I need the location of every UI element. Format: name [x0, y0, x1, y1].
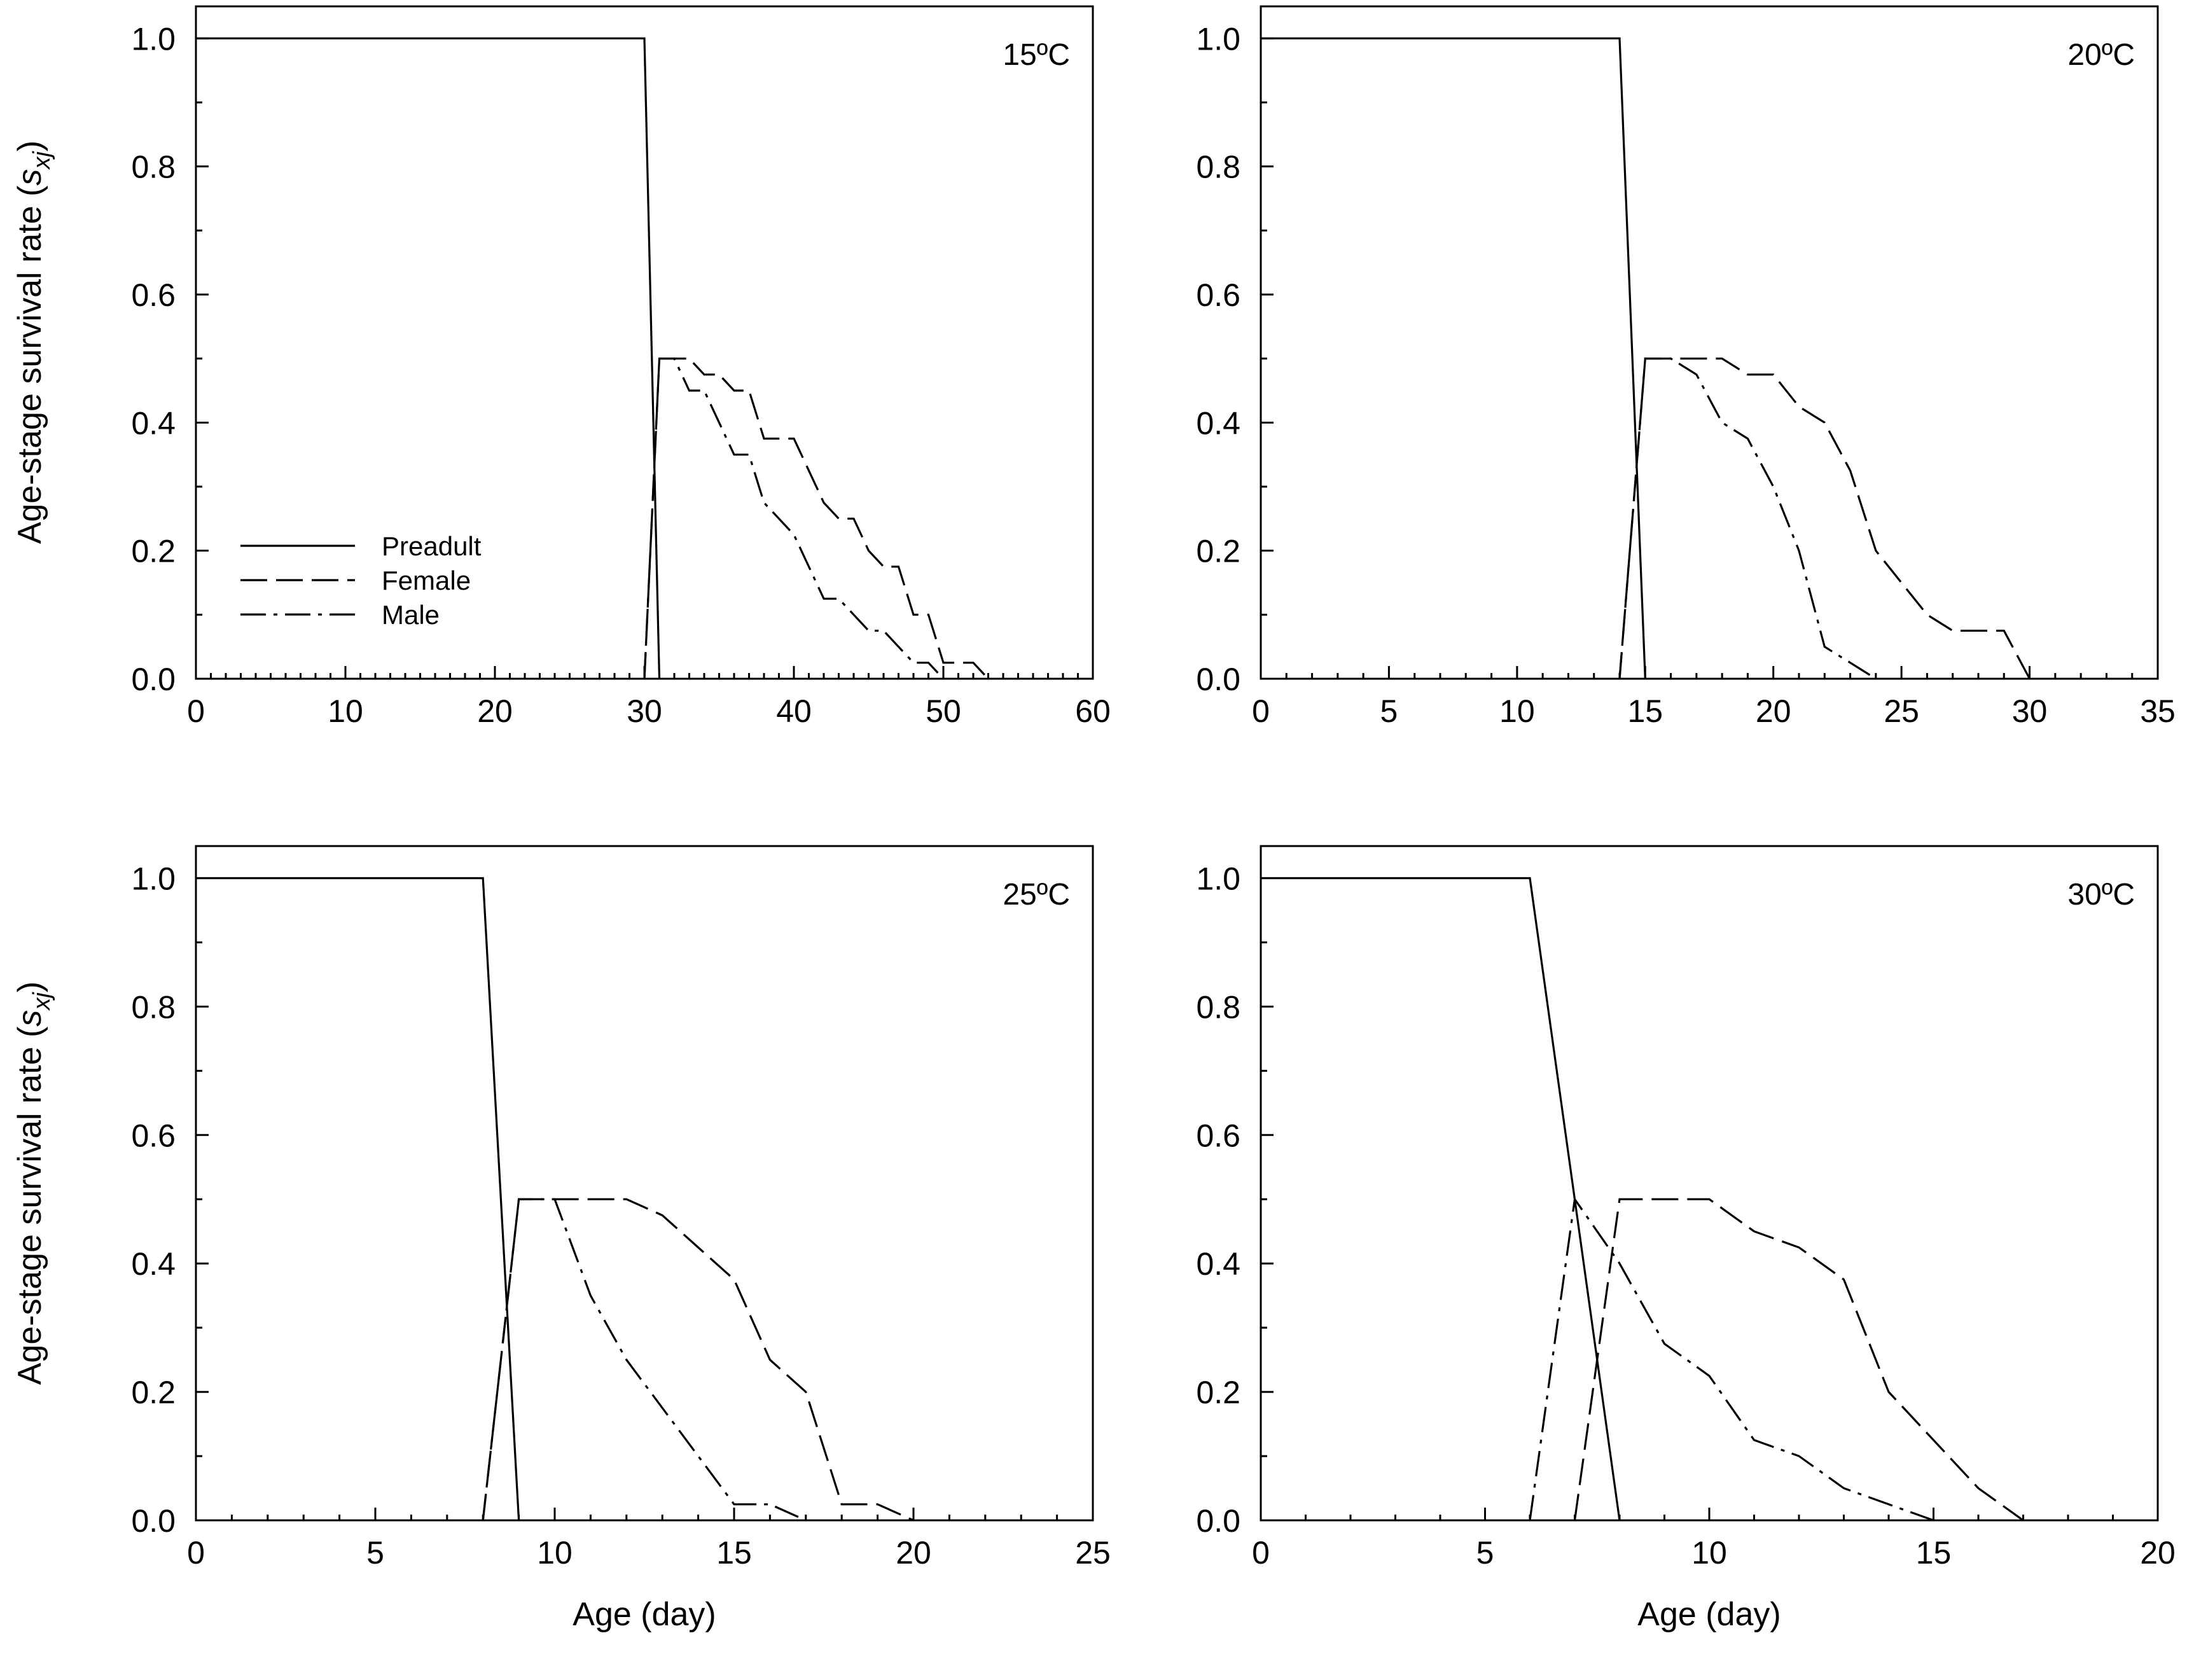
x-tick-label: 10 — [537, 1535, 573, 1571]
y-tick-label: 0.2 — [131, 1375, 176, 1410]
y-tick-label: 0.8 — [131, 989, 176, 1025]
x-tick-label: 5 — [1476, 1535, 1494, 1571]
y-tick-label: 0.6 — [131, 1118, 176, 1153]
plot-frame — [1260, 5, 2159, 680]
x-tick-label: 20 — [2140, 1535, 2176, 1571]
panel-bottom-right: 0 5 10 15 20 0.0 0.2 0.4 0.6 0.8 1.0 30ºC — [1196, 845, 2176, 1571]
temperature-label: 25ºC — [1003, 878, 1070, 912]
temperature-label: 30ºC — [2067, 878, 2135, 912]
x-tick-label: 10 — [1691, 1535, 1727, 1571]
panel-top-left: 0 10 20 30 40 50 60 0.0 0.2 0.4 0.6 0.8 1.0 15ºC — [131, 5, 1111, 729]
x-axis-title-left: Age (day) — [573, 1596, 716, 1633]
x-tick-label: 25 — [1884, 693, 1919, 729]
legend-label-male: Male — [382, 600, 440, 630]
x-tick-label: 10 — [1499, 693, 1535, 729]
y-tick-label: 0.8 — [1196, 989, 1240, 1025]
x-axis-title-right: Age (day) — [1637, 1596, 1781, 1633]
x-tick-label: 0 — [1252, 1535, 1270, 1571]
series-line-female — [1573, 1198, 2024, 1522]
series-line-female — [482, 1198, 914, 1522]
panel-top-right: 0 5 10 15 20 25 30 35 0.0 0.2 0.4 0.6 0.8 1.0 20ºC — [1196, 5, 2176, 729]
x-tick-label: 60 — [1075, 693, 1111, 729]
legend: Preadult Female Male — [240, 531, 482, 630]
series-line-preadult — [196, 877, 520, 1521]
y-tick-label: 0.6 — [1196, 1118, 1240, 1153]
y-tick-label: 0.0 — [1196, 1503, 1240, 1539]
y-tick-label: 0.6 — [1196, 277, 1240, 313]
y-tick-label: 0.2 — [1196, 534, 1240, 569]
x-tick-label: 15 — [1916, 1535, 1952, 1571]
y-axis-title-bottom: Age-stage survival rate (sxj) — [11, 982, 55, 1385]
y-tick-label: 1.0 — [1196, 21, 1240, 57]
x-tick-label: 40 — [776, 693, 812, 729]
x-tick-label: 20 — [477, 693, 513, 729]
x-tick-label: 15 — [716, 1535, 752, 1571]
temperature-label: 20ºC — [2067, 38, 2135, 72]
y-tick-label: 0.4 — [131, 1246, 176, 1282]
plot-frame — [195, 845, 1094, 1522]
plot-frame — [1260, 845, 2159, 1522]
x-tick-label: 30 — [2012, 693, 2048, 729]
x-tick-label: 35 — [2140, 693, 2176, 729]
y-tick-label: 1.0 — [131, 861, 176, 896]
y-tick-label: 0.8 — [1196, 149, 1240, 185]
x-tick-label: 50 — [926, 693, 961, 729]
series-line-preadult — [1261, 37, 1646, 679]
x-tick-label: 5 — [1380, 693, 1398, 729]
y-tick-label: 0.2 — [1196, 1375, 1240, 1410]
panel-bottom-left: 0 5 10 15 20 25 0.0 0.2 0.4 0.6 0.8 1.0 25ºC — [131, 845, 1111, 1571]
series-line-male — [1529, 1196, 1934, 1522]
y-tick-label: 1.0 — [131, 21, 176, 57]
legend-label-female: Female — [382, 566, 471, 595]
x-tick-label: 30 — [627, 693, 662, 729]
x-tick-label: 0 — [1252, 693, 1270, 729]
y-tick-label: 0.4 — [1196, 405, 1240, 441]
x-tick-label: 20 — [896, 1535, 931, 1571]
y-tick-label: 0.0 — [131, 1503, 176, 1539]
series-line-male — [1618, 358, 1877, 680]
x-tick-label: 0 — [187, 1535, 205, 1571]
y-axis-title-top: Age-stage survival rate (sxj) — [11, 141, 55, 544]
series-line-female — [1618, 358, 2031, 679]
series-line-male — [482, 1198, 807, 1522]
y-tick-label: 0.2 — [131, 534, 176, 569]
series-line-male — [643, 358, 945, 680]
x-tick-label: 20 — [1756, 693, 1791, 729]
y-tick-label: 0.4 — [1196, 1246, 1240, 1282]
plot-frame — [195, 5, 1094, 680]
legend-label-preadult: Preadult — [382, 531, 482, 561]
series-line-female — [643, 358, 989, 680]
y-tick-label: 0.4 — [131, 405, 176, 441]
x-tick-label: 25 — [1075, 1535, 1111, 1571]
temperature-label: 15ºC — [1003, 38, 1070, 72]
y-tick-label: 1.0 — [1196, 861, 1240, 896]
y-tick-label: 0.0 — [1196, 662, 1240, 697]
x-tick-label: 10 — [328, 693, 363, 729]
x-tick-label: 15 — [1627, 693, 1663, 729]
y-tick-label: 0.8 — [131, 149, 176, 185]
series-line-preadult — [1261, 877, 1621, 1521]
x-tick-label: 5 — [366, 1535, 384, 1571]
x-tick-label: 0 — [187, 693, 205, 729]
y-tick-label: 0.0 — [131, 662, 176, 697]
y-tick-label: 0.6 — [131, 277, 176, 313]
